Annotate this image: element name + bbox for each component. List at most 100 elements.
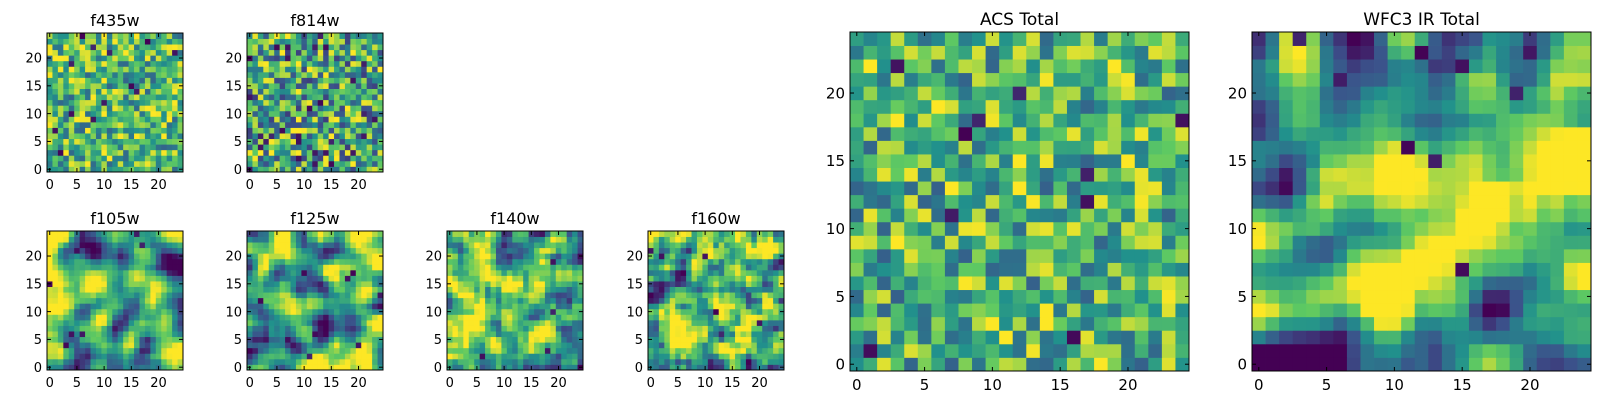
heatmap-cell: [1066, 126, 1081, 141]
heatmap-cell: [155, 325, 162, 332]
heatmap-cell: [90, 144, 97, 151]
heatmap-cell: [756, 236, 763, 243]
heatmap-cell: [252, 66, 259, 73]
heatmap-cell: [1053, 72, 1068, 87]
heatmap-cell: [166, 247, 173, 254]
heatmap-cell: [334, 303, 340, 310]
heatmap-cell: [1012, 221, 1027, 236]
heatmap-cell: [372, 269, 378, 276]
heatmap-cell: [729, 275, 736, 282]
heatmap-cell: [328, 275, 335, 282]
heatmap-cell: [90, 121, 97, 128]
heatmap-cell: [328, 77, 335, 84]
heatmap-cell: [863, 126, 878, 141]
heatmap-cell: [457, 236, 464, 243]
heatmap-cell: [1428, 181, 1443, 196]
heatmap-cell: [128, 264, 135, 271]
heatmap-cell: [751, 342, 758, 349]
heatmap-cell: [528, 253, 535, 260]
heatmap-cell: [150, 247, 157, 254]
heatmap-cell: [377, 331, 384, 338]
heatmap-cell: [172, 358, 178, 365]
heatmap-cell: [1306, 167, 1321, 182]
heatmap-cell: [1279, 262, 1294, 277]
heatmap-cell: [550, 242, 557, 249]
heatmap-cell: [112, 331, 119, 338]
heatmap-cell: [57, 281, 64, 287]
panel-title: f160w: [691, 209, 740, 228]
heatmap-cell: [79, 336, 86, 343]
heatmap-cell: [1360, 194, 1375, 209]
heatmap-cell: [247, 303, 253, 310]
heatmap-cell: [751, 319, 758, 326]
heatmap-cell: [350, 364, 357, 371]
heatmap-cell: [85, 149, 91, 156]
heatmap-cell: [1148, 235, 1163, 250]
heatmap-cell: [257, 364, 264, 371]
heatmap-cell: [134, 292, 140, 299]
heatmap-cell: [457, 253, 464, 260]
heatmap-cell: [166, 110, 173, 117]
heatmap-cell: [729, 353, 736, 360]
heatmap-cell: [1175, 167, 1190, 182]
heatmap-cell: [328, 292, 335, 299]
heatmap-cell: [290, 269, 297, 276]
heatmap-cell: [139, 358, 146, 365]
heatmap-cell: [1148, 32, 1163, 46]
heatmap-cell: [707, 319, 714, 326]
heatmap-cell: [344, 121, 351, 128]
heatmap-cell: [350, 60, 357, 67]
y-tick-label: 0: [835, 356, 845, 374]
heatmap-cell: [128, 281, 135, 287]
heatmap-cell: [334, 66, 340, 73]
heatmap-cell: [917, 276, 932, 291]
heatmap-cell: [263, 155, 270, 162]
heatmap-cell: [317, 364, 324, 371]
heatmap-cell: [344, 253, 351, 260]
heatmap-cell: [669, 353, 676, 360]
heatmap-cell: [328, 88, 335, 95]
heatmap-cell: [68, 286, 75, 293]
heatmap-cell: [361, 83, 368, 89]
heatmap-cell: [128, 336, 135, 343]
heatmap-cell: [729, 292, 736, 299]
heatmap-cell: [1441, 357, 1456, 372]
heatmap-cell: [539, 342, 546, 349]
heatmap-cell: [1523, 316, 1538, 331]
heatmap-cell: [57, 116, 64, 123]
heatmap-cell: [166, 353, 173, 360]
heatmap-cell: [361, 314, 368, 321]
heatmap-cell: [999, 262, 1014, 277]
heatmap-cell: [334, 286, 340, 293]
heatmap-cell: [177, 127, 184, 134]
heatmap-cell: [247, 325, 253, 332]
heatmap-cell: [468, 281, 475, 287]
heatmap-cell: [664, 325, 671, 332]
heatmap-cell: [1563, 194, 1578, 209]
heatmap-cell: [718, 353, 725, 360]
heatmap-cell: [377, 342, 384, 349]
heatmap-cell: [985, 343, 1000, 358]
heatmap-cell: [323, 319, 329, 326]
heatmap-cell: [74, 38, 81, 45]
heatmap-cell: [890, 72, 905, 87]
heatmap-cell: [295, 83, 302, 89]
heatmap-cell: [117, 264, 124, 271]
heatmap-cell: [268, 258, 275, 265]
heatmap-cell: [778, 269, 785, 276]
heatmap-cell: [101, 38, 108, 45]
heatmap-cell: [268, 275, 275, 282]
heatmap-cell: [52, 236, 59, 243]
heatmap-cell: [306, 49, 313, 56]
heatmap-cell: [653, 258, 660, 265]
heatmap-cell: [263, 342, 270, 349]
heatmap-cell: [447, 242, 453, 249]
heatmap-cell: [539, 264, 546, 271]
heatmap-cell: [517, 303, 524, 310]
heatmap-cell: [285, 110, 291, 117]
heatmap-cell: [474, 319, 481, 326]
heatmap-cell: [134, 253, 140, 260]
heatmap-cell: [361, 319, 368, 326]
heatmap-cell: [372, 60, 378, 67]
heatmap-cell: [1482, 276, 1497, 291]
